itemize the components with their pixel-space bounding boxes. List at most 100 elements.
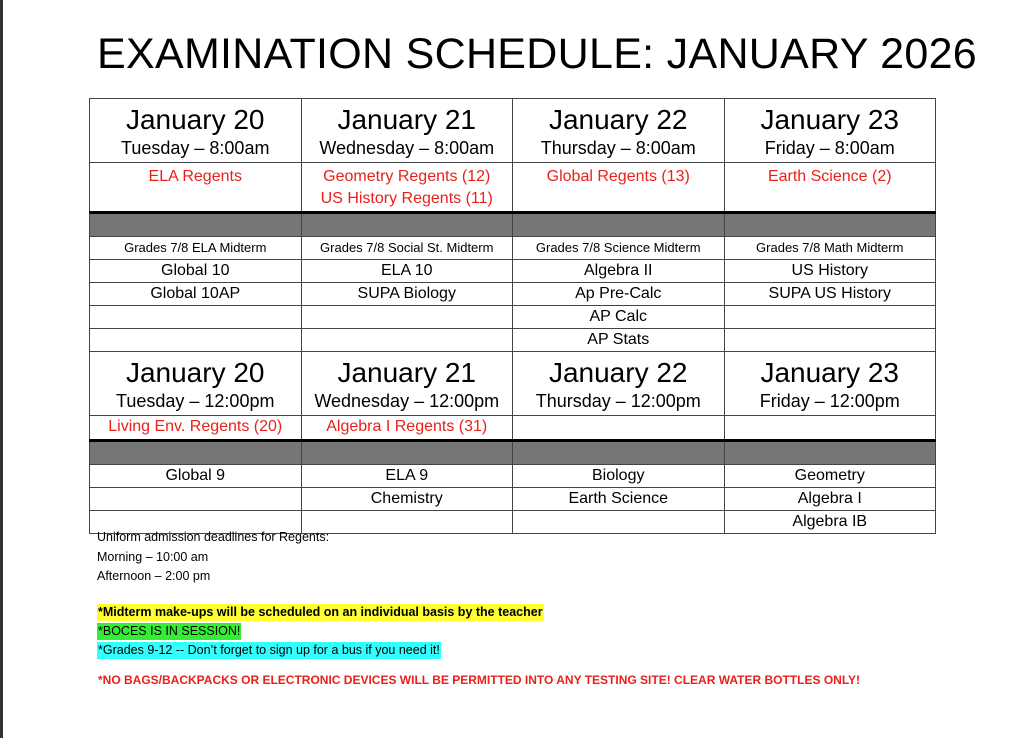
exam-day-time: Wednesday – 12:00pm — [314, 391, 500, 411]
exam-date: January 20 — [125, 357, 265, 388]
table-cell — [89, 487, 302, 511]
table-cell — [512, 439, 725, 465]
exam-date: January 21 — [337, 104, 477, 135]
exam-subject: US History — [791, 262, 868, 280]
table-cell: Global 9 — [89, 464, 302, 488]
exam-subject: Algebra II — [584, 262, 653, 280]
table-cell — [723, 305, 936, 329]
table-cell — [300, 328, 513, 352]
table-cell: January 20 Tuesday – 12:00pm — [89, 351, 302, 416]
table-row — [89, 211, 936, 237]
table-row: Living Env. Regents (20) Algebra I Regent… — [89, 415, 936, 441]
table-cell: Algebra I — [723, 487, 936, 511]
exam-day-time: Friday – 8:00am — [764, 138, 895, 158]
table-cell: January 21 Wednesday – 12:00pm — [300, 351, 513, 416]
table-cell: Global 10 — [89, 259, 302, 283]
midterm: Grades 7/8 Math Midterm — [756, 239, 904, 255]
table-cell: ELA Regents — [89, 162, 302, 213]
exam-day-time: Thursday – 12:00pm — [535, 391, 701, 411]
table-row: January 20 Tuesday – 12:00pm January 21 Wed… — [89, 351, 936, 416]
table-cell: Grades 7/8 ELA Midterm — [89, 236, 302, 260]
bus-note: *Grades 9-12 -- Don’t forget to sign up … — [97, 642, 441, 659]
table-row: Global 10AP SUPA Biology Ap Pre-Calc SUPA U… — [89, 282, 936, 306]
regents-exam: Living Env. Regents (20) — [108, 418, 283, 435]
table-cell: Algebra IB — [723, 510, 936, 534]
exam-date: January 23 — [760, 357, 900, 388]
exam-day-time: Thursday – 8:00am — [540, 138, 696, 158]
table-row: Algebra IB — [89, 510, 936, 534]
table-row: AP Stats — [89, 328, 936, 352]
exam-subject: Global 10AP — [150, 285, 241, 303]
table-cell: ELA 9 — [300, 464, 513, 488]
exam-date: January 22 — [548, 357, 688, 388]
table-cell: Grades 7/8 Social St. Midterm — [300, 236, 513, 260]
exam-date: January 22 — [548, 104, 688, 135]
table-cell: Earth Science — [512, 487, 725, 511]
table-row: Grades 7/8 ELA Midterm Grades 7/8 Social … — [89, 236, 936, 260]
table-cell — [512, 510, 725, 534]
table-cell: January 20 Tuesday – 8:00am — [89, 98, 302, 163]
table-cell — [300, 305, 513, 329]
table-cell — [723, 328, 936, 352]
table-cell — [89, 328, 302, 352]
deadlines-heading: Uniform admission deadlines for Regents: — [97, 530, 330, 544]
exam-subject: Biology — [592, 467, 645, 485]
table-cell — [300, 510, 513, 534]
table-cell: SUPA US History — [723, 282, 936, 306]
exam-subject: Earth Science — [568, 490, 669, 508]
exam-date: January 21 — [337, 357, 477, 388]
table-cell: AP Stats — [512, 328, 725, 352]
midterm: Grades 7/8 Science Midterm — [535, 239, 701, 255]
table-row: Global 9 ELA 9 Biology Geometry — [89, 464, 936, 488]
exam-subject: ELA 10 — [380, 262, 433, 280]
exam-subject: Algebra IB — [792, 513, 868, 531]
table-cell: AP Calc — [512, 305, 725, 329]
midterm-makeups-note: *Midterm make-ups will be scheduled on a… — [97, 604, 544, 621]
table-cell: ELA 10 — [300, 259, 513, 283]
table-cell — [512, 211, 725, 237]
table-cell: Grades 7/8 Math Midterm — [723, 236, 936, 260]
table-cell: January 23 Friday – 8:00am — [723, 98, 936, 163]
regents-exam: US History Regents (11) — [320, 190, 493, 207]
boces-note: *BOCES IS IN SESSION! — [97, 623, 242, 640]
morning-deadline: Morning – 10:00 am — [97, 550, 209, 564]
table-cell: January 23 Friday – 12:00pm — [723, 351, 936, 416]
table-cell: January 21 Wednesday – 8:00am — [300, 98, 513, 163]
regents-exam: ELA Regents — [148, 168, 242, 185]
table-cell: Global Regents (13) — [512, 162, 725, 213]
exam-subject: Algebra I — [797, 490, 862, 508]
regents-exam: Earth Science (2) — [767, 168, 892, 185]
regents-exam: Geometry Regents (12) — [323, 168, 491, 185]
exam-date: January 23 — [760, 104, 900, 135]
midterm: Grades 7/8 ELA Midterm — [124, 239, 267, 255]
table-cell: January 22 Thursday – 12:00pm — [512, 351, 725, 416]
regents-exam: Global Regents (13) — [546, 168, 690, 185]
exam-subject: Ap Pre-Calc — [575, 285, 662, 303]
table-row: ELA Regents Geometry Regents (12) US Histo… — [89, 162, 936, 213]
table-cell — [89, 211, 302, 237]
table-cell — [89, 510, 302, 534]
warning-note: *NO BAGS/BACKPACKS OR ELECTRONIC DEVICES… — [98, 673, 861, 687]
exam-day-time: Wednesday – 8:00am — [319, 138, 495, 158]
table-cell — [723, 211, 936, 237]
table-cell: Global 10AP — [89, 282, 302, 306]
regents-exam: Algebra I Regents (31) — [326, 418, 488, 435]
table-cell — [723, 415, 936, 441]
table-cell: Ap Pre-Calc — [512, 282, 725, 306]
exam-subject: ELA 9 — [385, 467, 429, 485]
table-row: AP Calc — [89, 305, 936, 329]
table-cell: Chemistry — [300, 487, 513, 511]
table-cell — [89, 439, 302, 465]
exam-date: January 20 — [125, 104, 265, 135]
table-cell — [723, 439, 936, 465]
exam-day-time: Tuesday – 12:00pm — [116, 391, 275, 411]
exam-subject: SUPA US History — [768, 285, 891, 303]
table-cell — [300, 439, 513, 465]
afternoon-deadline: Afternoon – 2:00 pm — [97, 569, 211, 583]
table-cell: Geometry — [723, 464, 936, 488]
table-cell: Biology — [512, 464, 725, 488]
table-cell: US History — [723, 259, 936, 283]
table-cell — [300, 211, 513, 237]
exam-subject: Global 10 — [161, 262, 230, 280]
table-cell: Algebra I Regents (31) — [300, 415, 513, 441]
